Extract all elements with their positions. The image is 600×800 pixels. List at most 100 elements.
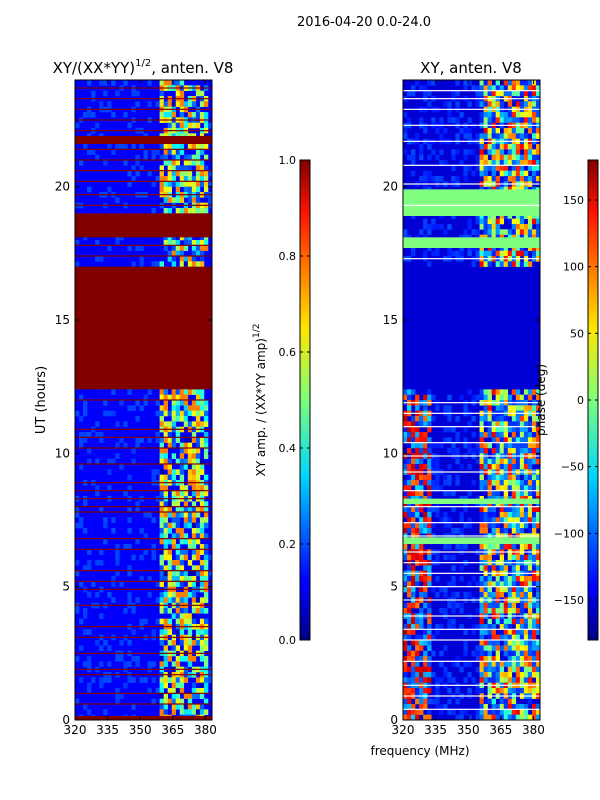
heatmap-cell xyxy=(503,261,509,267)
heatmap-cell xyxy=(187,240,193,246)
heatmap-cell xyxy=(515,661,521,667)
heatmap-cell xyxy=(439,517,444,523)
heatmap-cell xyxy=(179,608,185,614)
heatmap-cell xyxy=(527,554,533,561)
heatmap-cell xyxy=(195,250,201,257)
heatmap-cell xyxy=(155,688,160,694)
heatmap-cell xyxy=(195,608,201,614)
heatmap-cell xyxy=(479,250,484,257)
white-line xyxy=(403,572,540,574)
heatmap-cell xyxy=(523,666,529,673)
heatmap-cell xyxy=(159,704,164,710)
heatmap-cell xyxy=(171,112,177,118)
heatmap-cell xyxy=(419,154,424,161)
heatmap-cell xyxy=(515,416,521,422)
heatmap-cell xyxy=(523,581,529,587)
heatmap-cell xyxy=(203,597,209,603)
heatmap-cell xyxy=(191,261,197,267)
heatmap-cell xyxy=(155,618,160,625)
flag-line xyxy=(75,490,212,492)
heatmap-cell xyxy=(519,656,525,662)
heatmap-cell xyxy=(175,618,181,625)
heatmap-cell xyxy=(503,672,509,678)
heatmap-cell xyxy=(191,181,197,187)
heatmap-cell xyxy=(427,485,432,491)
heatmap-cell xyxy=(435,224,440,230)
heatmap-cell xyxy=(491,448,496,454)
heatmap-cell xyxy=(495,485,501,491)
heatmap-cell xyxy=(535,624,541,630)
heatmap-cell xyxy=(451,554,456,561)
heatmap-cell xyxy=(515,165,521,171)
heatmap-cell xyxy=(163,501,168,507)
heatmap-cell xyxy=(415,416,420,422)
heatmap-cell xyxy=(531,442,537,449)
heatmap-cell xyxy=(531,602,537,609)
heatmap-cell xyxy=(487,709,492,715)
heatmap-cell xyxy=(171,101,177,107)
heatmap-cell xyxy=(471,650,476,657)
heatmap-cell xyxy=(199,544,205,550)
heatmap-cell xyxy=(427,522,432,529)
colorbar-tick-label: 0.8 xyxy=(279,250,297,263)
heatmap-cell xyxy=(191,410,197,417)
heatmap-cell xyxy=(411,565,416,571)
heatmap-cell xyxy=(511,261,517,267)
heatmap-cell xyxy=(199,682,205,689)
heatmap-cell xyxy=(203,506,209,513)
heatmap-cell xyxy=(75,261,80,267)
heatmap-cell xyxy=(511,117,517,123)
heatmap-cell xyxy=(167,512,173,518)
heatmap-cell xyxy=(499,421,505,427)
heatmap-cell xyxy=(531,709,537,715)
heatmap-cell xyxy=(191,608,197,614)
heatmap-cell xyxy=(423,666,428,673)
heatmap-cell xyxy=(95,432,100,438)
heatmap-cell xyxy=(427,602,432,609)
heatmap-cell xyxy=(183,256,189,262)
heatmap-cell xyxy=(167,432,173,438)
heatmap-cell xyxy=(159,506,164,513)
colorbar-tick-label: 0 xyxy=(577,394,584,407)
heatmap-cell xyxy=(423,517,428,523)
heatmap-cell xyxy=(499,512,505,518)
heatmap-cell xyxy=(507,144,513,150)
heatmap-cell xyxy=(155,469,160,475)
heatmap-cell xyxy=(411,432,416,438)
heatmap-cell xyxy=(495,490,501,497)
heatmap-cell xyxy=(403,608,408,614)
heatmap-cell xyxy=(155,400,160,406)
heatmap-cell xyxy=(407,394,412,401)
heatmap-cell xyxy=(491,602,496,609)
heatmap-cell xyxy=(187,581,193,587)
heatmap-cell xyxy=(123,490,128,497)
colorbar-tick-label: 100 xyxy=(563,261,584,274)
heatmap-cell xyxy=(87,80,92,86)
heatmap-cell xyxy=(503,490,509,497)
heatmap-cell xyxy=(183,704,189,710)
heatmap-cell xyxy=(411,149,416,155)
heatmap-cell xyxy=(519,464,525,470)
heatmap-cell xyxy=(175,656,181,662)
heatmap-cell xyxy=(499,458,505,465)
heatmap-cell xyxy=(191,512,197,518)
y-tick-label: 10 xyxy=(383,446,398,460)
heatmap-cell xyxy=(535,218,541,225)
heatmap-cell xyxy=(495,448,501,454)
heatmap-cell xyxy=(203,490,209,497)
heatmap-cell xyxy=(499,634,505,641)
heatmap-cell xyxy=(423,565,428,571)
heatmap-cell xyxy=(511,165,517,171)
heatmap-cell xyxy=(187,538,193,545)
heatmap-cell xyxy=(479,394,484,401)
heatmap-cell xyxy=(423,629,428,635)
heatmap-cell xyxy=(531,512,537,518)
heatmap-cell xyxy=(107,677,112,683)
heatmap-cell xyxy=(175,570,181,577)
heatmap-cell xyxy=(187,165,193,171)
amplitude-x-ticks: 320 335 350 365 380 xyxy=(64,80,217,737)
heatmap-cell xyxy=(191,389,197,395)
heatmap-cell xyxy=(175,101,181,107)
heatmap-cell xyxy=(203,512,209,518)
heatmap-cell xyxy=(467,128,472,134)
